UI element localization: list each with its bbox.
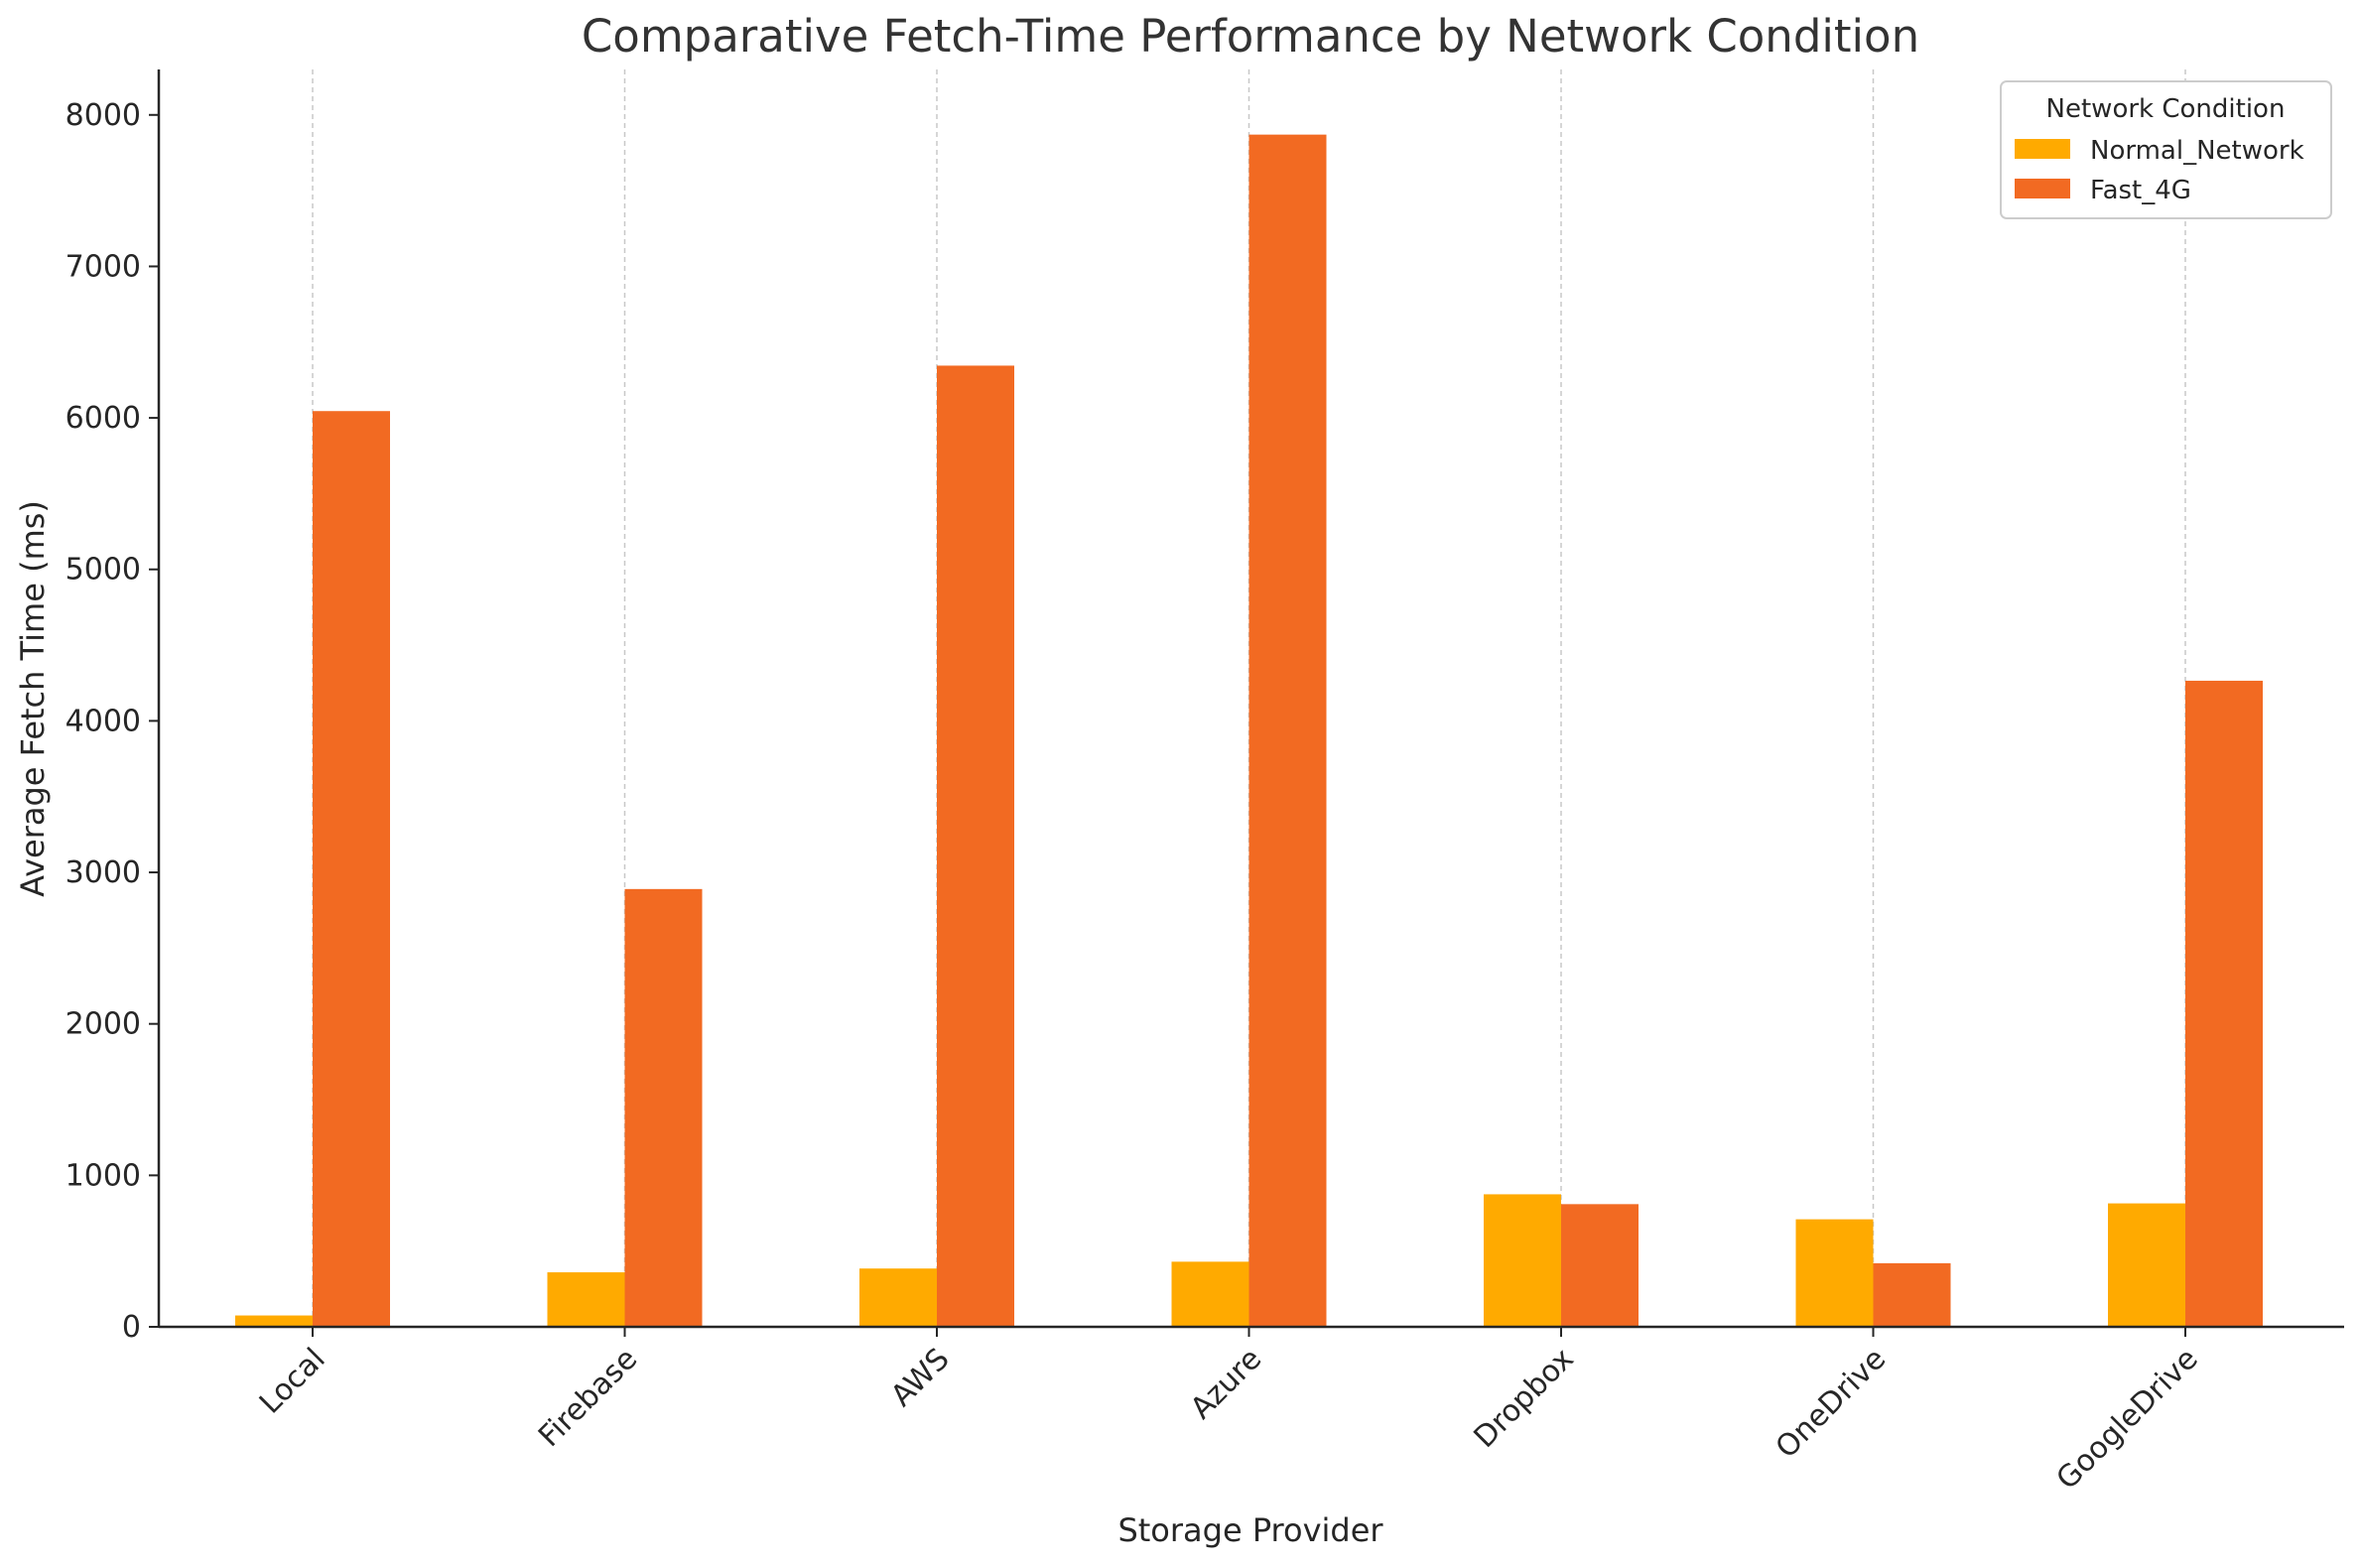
- legend-frame: [2000, 80, 2332, 219]
- x-tick-label-azure: Azure: [1184, 1342, 1268, 1426]
- x-tick-label-dropbox: Dropbox: [1468, 1342, 1581, 1455]
- x-tick-label-local: Local: [253, 1342, 332, 1421]
- y-tick-label-5000: 5000: [66, 553, 141, 588]
- y-axis-title: Average Fetch Time (ms): [14, 500, 52, 897]
- y-tick-label-6000: 6000: [66, 401, 141, 436]
- bar-normal-network-firebase: [547, 1272, 625, 1327]
- y-tick-label-0: 0: [122, 1310, 141, 1345]
- legend-swatch-fast-4g: [2015, 179, 2070, 198]
- bars-layer: [235, 134, 2263, 1328]
- y-tick-label-1000: 1000: [66, 1158, 141, 1193]
- bar-normal-network-local: [235, 1315, 313, 1327]
- bar-fast-4g-azure: [1248, 134, 1327, 1327]
- bar-fast-4g-aws: [937, 365, 1014, 1328]
- y-tick-label-2000: 2000: [66, 1007, 141, 1042]
- x-axis-title: Storage Provider: [1117, 1511, 1383, 1549]
- legend-title: Network Condition: [2046, 94, 2286, 124]
- legend: Network Condition Normal_Network Fast_4G: [2000, 80, 2332, 219]
- chart-title: Comparative Fetch-Time Performance by Ne…: [582, 10, 1919, 63]
- bar-normal-network-aws: [859, 1268, 937, 1327]
- bar-normal-network-dropbox: [1484, 1194, 1561, 1327]
- bar-normal-network-azure: [1171, 1261, 1249, 1327]
- bar-fast-4g-onedrive: [1873, 1262, 1951, 1327]
- x-tick-label-aws: AWS: [884, 1342, 957, 1414]
- y-tick-label-3000: 3000: [66, 855, 141, 890]
- bar-normal-network-onedrive: [1795, 1219, 1874, 1327]
- x-tick-label-firebase: Firebase: [532, 1342, 644, 1454]
- legend-swatch-normal-network: [2015, 139, 2070, 159]
- bar-fast-4g-local: [313, 411, 390, 1327]
- bar-normal-network-googledrive: [2108, 1203, 2185, 1327]
- bar-fast-4g-firebase: [624, 888, 703, 1327]
- y-tick-label-7000: 7000: [66, 249, 141, 284]
- bar-fast-4g-googledrive: [2185, 680, 2263, 1327]
- y-tick-label-4000: 4000: [66, 704, 141, 738]
- x-tick-label-onedrive: OneDrive: [1770, 1342, 1894, 1466]
- y-tick-label-8000: 8000: [66, 98, 141, 133]
- legend-label-normal-network: Normal_Network: [2090, 136, 2304, 166]
- x-tick-label-googledrive: GoogleDrive: [2050, 1342, 2205, 1497]
- legend-label-fast-4g: Fast_4G: [2090, 176, 2191, 205]
- bar-fast-4g-dropbox: [1561, 1204, 1639, 1327]
